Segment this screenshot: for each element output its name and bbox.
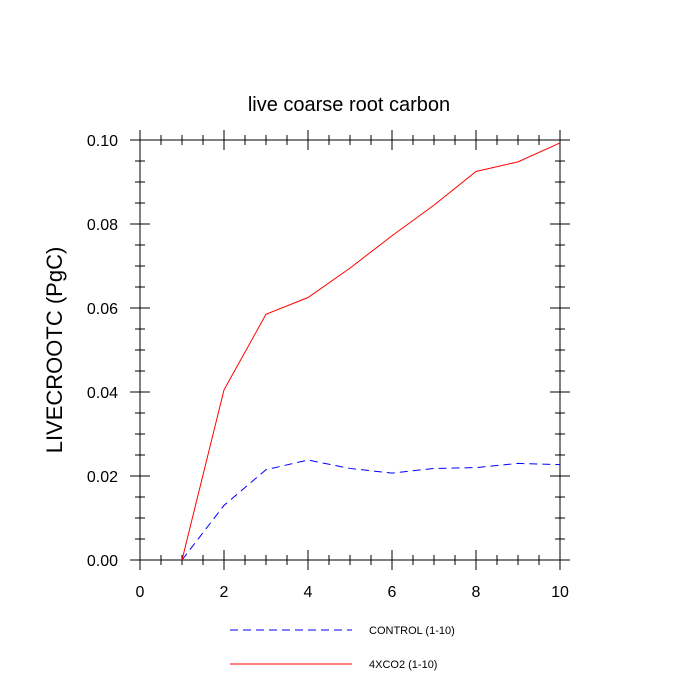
y-tick-label: 0.08: [87, 217, 118, 234]
y-tick-label: 0.00: [87, 553, 118, 570]
y-axis-label: LIVECROOTC (PgC): [42, 247, 67, 454]
legend: CONTROL (1-10) 4XCO2 (1-10): [230, 625, 455, 671]
legend-label: 4XCO2 (1-10): [369, 659, 437, 671]
legend-label: CONTROL (1-10): [369, 625, 455, 637]
series-line: [181, 142, 561, 561]
x-tick-label: 2: [220, 584, 229, 601]
x-tick-label: 8: [472, 584, 481, 601]
series-layer: [181, 142, 561, 561]
y-tick-label: 0.04: [87, 385, 118, 402]
y-tick-label: 0.10: [87, 133, 118, 150]
x-tick-label: 10: [551, 584, 569, 601]
plot-frame: [139, 139, 561, 561]
x-tick-label: 0: [136, 584, 145, 601]
axis-ticks: [130, 130, 570, 570]
series-line: [181, 459, 561, 561]
y-tick-label: 0.02: [87, 469, 118, 486]
x-tick-label: 4: [304, 584, 313, 601]
chart-title: live coarse root carbon: [248, 94, 450, 116]
x-tick-label: 6: [388, 584, 397, 601]
axis-tick-labels: 0 2 4 6 8 10 0.00 0.02 0.04 0.06 0.08 0.10: [87, 133, 569, 601]
y-tick-label: 0.06: [87, 301, 118, 318]
